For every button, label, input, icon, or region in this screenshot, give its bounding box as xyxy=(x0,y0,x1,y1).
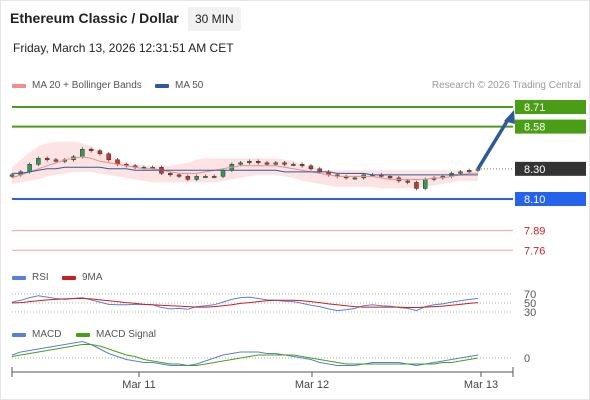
candle-body xyxy=(53,159,59,162)
rsi-level-label-30: 30 xyxy=(524,307,536,319)
candle-body xyxy=(291,164,296,166)
legend-swatch-macd-signal xyxy=(76,332,90,337)
candle-body xyxy=(255,161,261,164)
candle-body xyxy=(80,148,85,158)
projection-arrow-head xyxy=(504,110,515,124)
legend-macd: MACD xyxy=(12,329,61,340)
candle-body xyxy=(466,170,472,173)
level-badge-8.71 xyxy=(515,100,586,114)
candle-body xyxy=(194,176,199,180)
legend-ma50: MA 50 xyxy=(155,80,203,91)
macd-zero-label: 0 xyxy=(524,353,530,365)
candle-body xyxy=(168,173,173,176)
ma20-line xyxy=(11,156,478,180)
legend-label-macd-signal: MACD Signal xyxy=(96,329,157,340)
rsi-ma9-line xyxy=(11,298,479,308)
price-badge-current xyxy=(515,161,586,176)
level-label-7.89: 7.89 xyxy=(524,226,545,238)
candle-body xyxy=(247,161,252,164)
legend-label-ma50: MA 50 xyxy=(175,80,204,91)
legend-macd-signal: MACD Signal xyxy=(76,329,156,340)
level-label-7.76: 7.76 xyxy=(524,245,545,257)
rsi-level-label-70: 70 xyxy=(524,289,536,301)
macd-signal-line xyxy=(11,344,479,366)
level-badge-8.58 xyxy=(515,119,586,134)
candle-body xyxy=(458,171,463,174)
legend-ma20: MA 20 + Bollinger Bands xyxy=(12,80,142,91)
report-datetime: Friday, March 13, 2026 12:31:51 AM CET xyxy=(13,41,234,55)
legend-label-ma20: MA 20 + Bollinger Bands xyxy=(32,80,142,91)
ma50-line xyxy=(12,166,478,176)
legend-swatch-macd xyxy=(12,332,26,337)
candle-body xyxy=(88,148,94,151)
candle-body xyxy=(264,162,270,165)
legend-label-rsi: RSI xyxy=(32,272,49,283)
candle-body xyxy=(405,180,410,183)
level-label-8.71: 8.71 xyxy=(524,102,545,114)
candle-body xyxy=(282,162,287,165)
candle-body xyxy=(211,176,217,178)
x-tick-label: Mar 11 xyxy=(122,379,155,391)
legend-ma9: 9MA xyxy=(62,272,103,283)
legend-swatch-ma9 xyxy=(62,275,76,280)
level-badge-8.10 xyxy=(515,192,586,206)
candle-body xyxy=(273,162,279,165)
level-label-8.58: 8.58 xyxy=(524,122,545,134)
candle-body xyxy=(414,182,419,189)
candle-body xyxy=(36,158,41,165)
price-label-current: 8.30 xyxy=(524,164,545,176)
level-label-8.10: 8.10 xyxy=(524,194,545,206)
legend-swatch-rsi xyxy=(12,275,26,280)
candle-body xyxy=(220,170,226,177)
legend-swatch-ma50 xyxy=(155,83,169,88)
candle-body xyxy=(352,177,358,180)
candle-body xyxy=(203,176,208,178)
legend-label-macd: MACD xyxy=(32,329,62,340)
candle-body xyxy=(238,162,243,165)
candle-body xyxy=(422,179,428,189)
candle-body xyxy=(9,174,15,177)
legend-rsi: RSI xyxy=(12,272,49,283)
candle-body xyxy=(106,153,111,161)
candle-body xyxy=(185,176,191,180)
candle-body xyxy=(308,165,314,170)
projection-arrow-shaft xyxy=(476,117,511,170)
candle-body xyxy=(97,150,103,155)
x-tick-label: Mar 13 xyxy=(464,379,498,391)
candle-body xyxy=(27,164,32,173)
macd-line xyxy=(11,340,479,367)
x-tick-label: Mar 12 xyxy=(295,379,329,391)
rsi-level-label-50: 50 xyxy=(524,298,536,310)
legend-label-ma9: 9MA xyxy=(82,272,103,283)
candle-body xyxy=(299,164,305,167)
candle-body xyxy=(44,158,50,161)
candle-body xyxy=(176,174,182,177)
timeframe-button[interactable]: 30 MIN xyxy=(188,7,241,31)
instrument-title: Ethereum Classic / Dollar xyxy=(10,10,179,26)
legend-swatch-ma20 xyxy=(12,83,26,88)
credit-text: Research © 2026 Trading Central xyxy=(431,80,581,91)
candle-body xyxy=(387,176,393,179)
